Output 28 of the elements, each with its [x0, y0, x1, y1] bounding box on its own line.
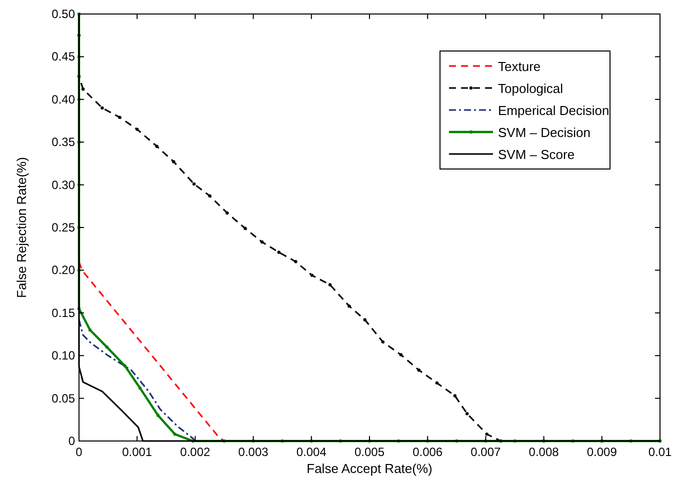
legend-label: Texture	[498, 59, 541, 74]
y-tick-label: 0.35	[52, 135, 76, 150]
x-tick-label: 0.003	[238, 445, 269, 459]
x-tick-label: 0.01	[648, 445, 672, 459]
x-tick-label: 0.009	[586, 445, 618, 459]
legend-label: Topological	[498, 81, 564, 96]
y-tick-label: 0.05	[52, 391, 76, 406]
x-tick-label: 0.007	[470, 445, 502, 459]
y-tick-label: 0.45	[52, 50, 76, 64]
x-tick-label: 0.005	[354, 445, 385, 459]
y-axis-title: False Rejection Rate(%)	[14, 157, 29, 298]
y-tick-label: 0.15	[52, 306, 76, 320]
x-tick-label: 0.004	[296, 445, 327, 459]
y-tick-label: 0.10	[52, 348, 76, 363]
x-tick-label: 0.002	[180, 445, 211, 459]
x-tick-label: 0.001	[122, 445, 152, 459]
x-tick-label: 0.008	[528, 445, 560, 459]
y-tick-label: 0.20	[52, 263, 76, 278]
y-tick-label: 0	[68, 434, 76, 448]
legend-label: SVM – Decision	[498, 125, 590, 140]
y-tick-label: 0.40	[52, 92, 76, 106]
y-tick-label: 0.30	[52, 178, 76, 192]
legend-label: SVM – Score	[498, 147, 575, 162]
y-tick-label: 0.25	[52, 220, 76, 234]
y-tick-label: 0.50	[52, 7, 76, 21]
x-tick-label: 0.006	[412, 445, 443, 459]
legend-label: Emperical Decision	[498, 103, 610, 118]
x-axis-title: False Accept Rate(%)	[306, 461, 432, 476]
